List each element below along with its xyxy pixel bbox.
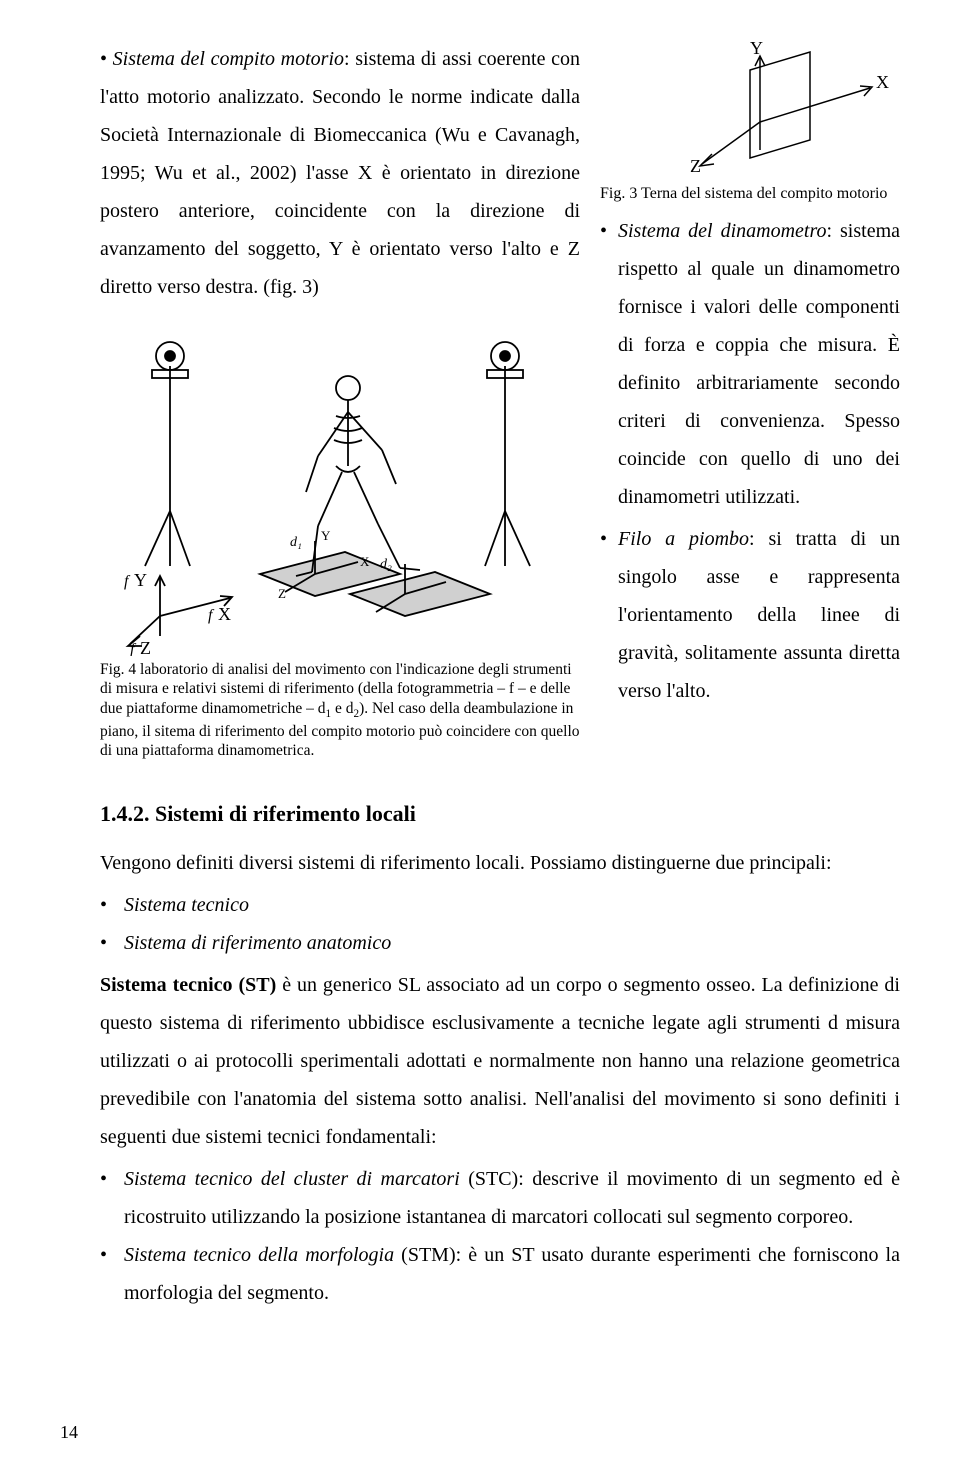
body-para2-rest: è un generico SL associato ad un corpo o…	[100, 974, 900, 1148]
right-bullet-lead-1: Filo a piombo	[618, 528, 749, 550]
fig4-f-prefix-x: f	[208, 607, 215, 624]
section-heading-142: 1.4.2. Sistemi di riferimento locali	[100, 793, 900, 835]
fig4-f-prefix-z: f	[130, 641, 137, 656]
top-bullet-rest: : sistema di assi coerente con l'atto mo…	[100, 48, 580, 298]
right-bullet-rest-1: : si tratta di un singolo asse e rappres…	[618, 528, 900, 702]
fig4-f-y: Y	[134, 570, 147, 590]
fig4-caption: Fig. 4 laboratorio di analisi del movime…	[100, 660, 580, 761]
right-column: Y X Z Fig. 3 Terna del sistema del compi…	[600, 40, 900, 714]
body-list2-italic-0: Sistema tecnico del cluster di marcatori	[124, 1168, 460, 1190]
fig4-f-prefix-y: f	[124, 573, 131, 590]
fig4-caption-mid: e d	[331, 700, 353, 717]
fig3-caption: Fig. 3 Terna del sistema del compito mot…	[600, 184, 900, 204]
fig3-axes: Y X Z	[600, 40, 900, 180]
body-list2-italic-1: Sistema tecnico della morfologia	[124, 1244, 394, 1266]
body-para2-bold: Sistema tecnico (ST)	[100, 974, 276, 996]
body-list-2: Sistema tecnico del cluster di marcatori…	[100, 1160, 900, 1312]
fig3-x-label: X	[876, 72, 889, 92]
body-list-1: Sistema tecnico Sistema di riferimento a…	[100, 886, 900, 962]
fig3-z-label: Z	[690, 156, 701, 176]
body-list1-italic-0: Sistema tecnico	[124, 894, 249, 916]
right-bullet-rest-0: : sistema rispetto al quale un dinamomet…	[618, 220, 900, 508]
body-para2: Sistema tecnico (ST) è un generico SL as…	[100, 966, 900, 1156]
fig4-d1: d₁	[290, 535, 302, 550]
body-list1-item-0: Sistema tecnico	[100, 886, 900, 924]
page: Y X Z Fig. 3 Terna del sistema del compi…	[0, 0, 960, 1469]
fig3-y-label: Y	[750, 40, 763, 58]
right-bullet-lead-0: Sistema del dinamometro	[618, 220, 827, 242]
top-bullet-lead: Sistema del compito motorio	[113, 48, 344, 70]
fig4-f-x: X	[218, 604, 231, 624]
right-bullet-filo: Filo a piombo: si tratta di un singolo a…	[600, 520, 900, 710]
fig4-g-z: Z	[278, 586, 286, 601]
body-list2-item-1: Sistema tecnico della morfologia (STM): …	[100, 1236, 900, 1312]
body-list1-item-1: Sistema di riferimento anatomico	[100, 924, 900, 962]
body-list2-item-0: Sistema tecnico del cluster di marcatori…	[100, 1160, 900, 1236]
body-list1-italic-1: Sistema di riferimento anatomico	[124, 932, 391, 954]
fig4-g-y: Y	[321, 528, 331, 543]
right-bullet-list: Sistema del dinamometro: sistema rispett…	[600, 212, 900, 710]
fig4-d2: d₂	[380, 557, 392, 572]
page-number: 14	[60, 1415, 78, 1449]
fig4-svg: f Y f X f Z d₁ d₂ Y X Z	[100, 316, 580, 656]
fig4-f-z: Z	[140, 638, 151, 656]
fig4-laboratory: f Y f X f Z d₁ d₂ Y X Z	[100, 316, 580, 656]
fig4-g-x: X	[360, 554, 370, 569]
body-intro: Vengono definiti diversi sistemi di rife…	[100, 844, 900, 882]
fig3-svg: Y X Z	[600, 40, 900, 180]
right-bullet-dinamometro: Sistema del dinamometro: sistema rispett…	[600, 212, 900, 516]
